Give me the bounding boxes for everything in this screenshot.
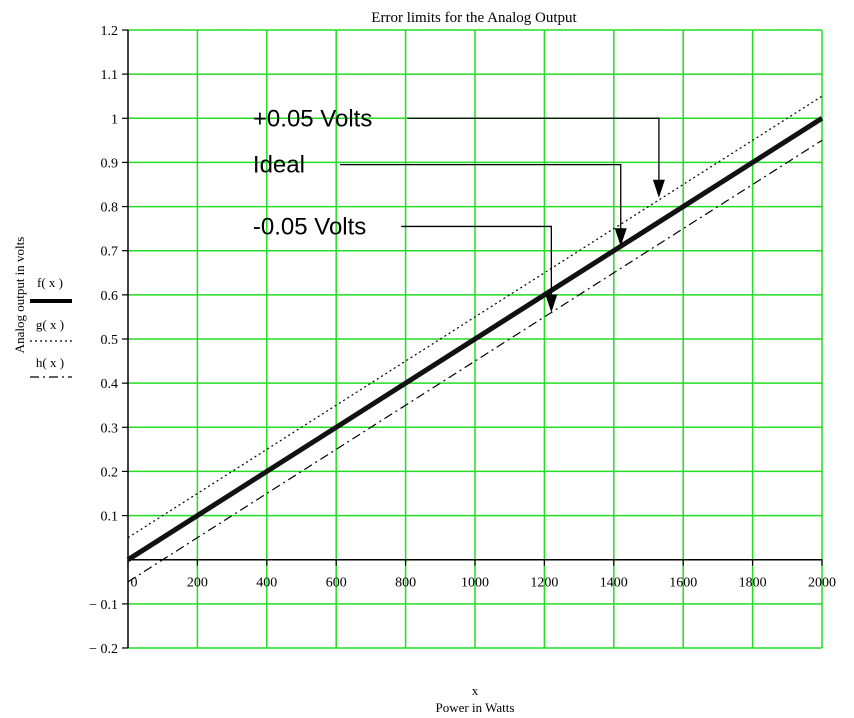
x-tick-label: 800 [395,576,416,591]
x-tick-label: 600 [326,576,347,591]
x-tick-label: 2000 [808,576,836,591]
y-tick-label: 0.6 [101,289,119,304]
annotation-label: +0.05 Volts [253,105,372,132]
y-tick-label: − 0.1 [89,598,118,613]
annotation-label: Ideal [253,152,305,179]
annotation-arrow [614,228,627,247]
y-tick-label: 0.9 [101,156,119,171]
legend-label: f( x ) [37,275,63,290]
chart-title: Error limits for the Analog Output [371,10,577,26]
x-axis-variable: x [472,683,479,698]
annotation-arrow [652,179,665,198]
y-axis-label: Analog output in volts [12,237,27,354]
y-tick-label: 1 [111,112,118,127]
annotation-leader [407,117,660,182]
annotation-arrow [545,294,558,313]
tick-labels: − 0.2 − 0.1 0.1 0.2 0.3 0.4 0.5 0.6 0.7 0.8 0.9 1 1.… [89,24,836,657]
x-tick-label: 400 [256,576,277,591]
y-tick-label: 0.7 [101,245,119,260]
x-tick-label: 1000 [461,576,489,591]
grid [128,29,823,649]
x-tick-label: 1200 [530,576,558,591]
x-tick-label: 1600 [669,576,697,591]
x-tick-label: 1400 [600,576,628,591]
x-tick-label: 1800 [739,576,767,591]
annotation-leader [401,225,552,297]
x-axis-label: Power in Watts [436,700,515,715]
axes [122,29,823,649]
annotations: +0.05 Volts Ideal -0.05 Volts [253,105,665,313]
x-tick-label: 0 [131,576,138,591]
y-tick-label: 0.5 [101,333,119,348]
y-tick-label: 1.1 [101,68,119,83]
legend-label: h( x ) [36,355,64,370]
annotation-leader [339,163,622,231]
y-tick-label: − 0.2 [89,642,118,657]
y-tick-label: 0.3 [101,421,119,436]
series-lines [126,95,824,583]
series-line-2 [127,95,823,539]
legend-label: g( x ) [36,317,64,332]
y-tick-label: 0.1 [101,510,119,525]
series-line-1 [126,116,824,562]
series-line-3 [127,139,823,583]
y-tick-label: 0.2 [101,465,119,480]
y-tick-label: 0.8 [101,201,119,216]
x-tick-label: 200 [187,576,208,591]
y-tick-label: 0.4 [101,377,119,392]
annotation-label: -0.05 Volts [253,213,366,240]
legend: f( x ) g( x ) h( x ) [30,275,72,378]
y-tick-label: 1.2 [101,24,119,39]
